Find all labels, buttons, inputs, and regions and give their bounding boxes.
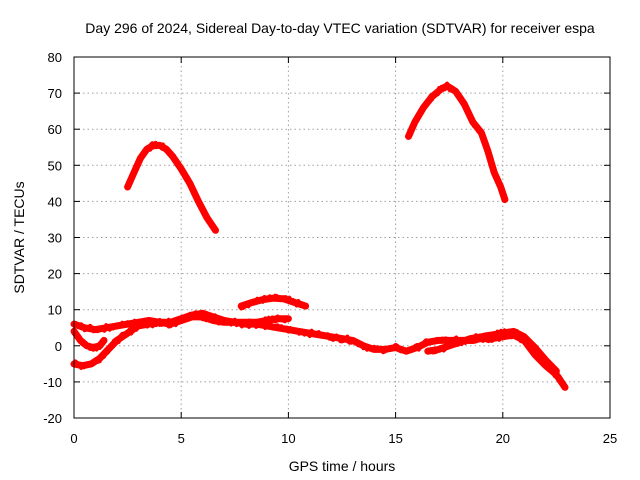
x-axis-label: GPS time / hours — [289, 458, 396, 474]
series-arc-2 — [405, 82, 509, 204]
series-arc-3-points — [239, 293, 306, 311]
y-tick-label: 20 — [48, 267, 62, 282]
series-arc-6-points — [72, 327, 106, 352]
y-tick-label: 30 — [48, 231, 62, 246]
x-tick-label: 5 — [178, 431, 185, 446]
chart-title: Day 296 of 2024, Sidereal Day-to-day VTE… — [85, 20, 595, 36]
series-arc-7-points — [425, 328, 557, 372]
axis-ticks — [73, 56, 611, 419]
y-tick-label: 10 — [48, 303, 62, 318]
x-tick-label: 0 — [70, 431, 77, 446]
series-arc-5-points — [72, 310, 566, 390]
x-tick-label: 10 — [281, 431, 295, 446]
series-arc-1-points — [125, 140, 217, 233]
grid-lines — [74, 57, 610, 418]
y-tick-label: 80 — [48, 50, 62, 65]
series-arc-2-points — [406, 81, 507, 200]
y-tick-label: 60 — [48, 122, 62, 137]
x-tick-label: 25 — [603, 431, 617, 446]
y-axis-label: SDTVAR / TECUs — [11, 181, 27, 293]
y-tick-label: -20 — [43, 411, 62, 426]
y-tick-label: -10 — [43, 375, 62, 390]
tick-labels: 0 5 10 15 20 25 -20 -10 0 10 20 30 40 50 60 70 80 — [43, 50, 617, 446]
y-tick-label: 40 — [48, 194, 62, 209]
x-tick-label: 20 — [496, 431, 510, 446]
y-tick-label: 70 — [48, 86, 62, 101]
data-series — [70, 81, 569, 391]
y-tick-label: 0 — [55, 339, 62, 354]
y-tick-label: 50 — [48, 158, 62, 173]
x-tick-label: 15 — [388, 431, 402, 446]
